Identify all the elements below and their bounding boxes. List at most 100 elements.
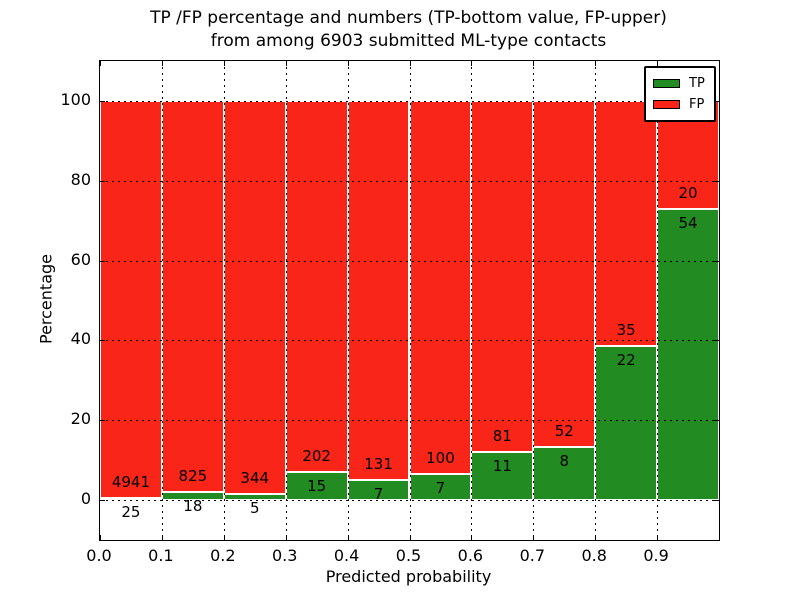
x-tick-label: 0.1 xyxy=(148,546,174,565)
legend-label: FP xyxy=(689,97,705,112)
v-gridline xyxy=(285,61,287,540)
legend-label: TP xyxy=(689,76,705,91)
x-tick-label: 0.7 xyxy=(519,546,546,565)
tp-count-label: 11 xyxy=(492,457,512,476)
x-tick-mark xyxy=(533,535,535,540)
fp-bar-segment xyxy=(223,100,286,495)
fp-count-label: 100 xyxy=(426,448,455,467)
x-tick-label: 0.9 xyxy=(643,546,669,565)
v-gridline xyxy=(595,61,597,540)
y-tick-mark xyxy=(100,180,105,182)
x-tick-mark-top xyxy=(161,61,163,66)
x-tick-mark xyxy=(347,535,349,540)
fp-count-label: 81 xyxy=(492,427,512,446)
y-tick-mark xyxy=(100,340,105,342)
fp-bar-segment xyxy=(161,100,224,492)
y-tick-mark xyxy=(100,420,105,422)
x-tick-label: 0.3 xyxy=(271,546,298,565)
fp-legend-patch xyxy=(653,100,680,109)
y-tick-label: 60 xyxy=(70,249,91,269)
fp-bar-segment xyxy=(285,100,348,473)
tp-legend-patch xyxy=(653,79,680,88)
tp-bar-segment xyxy=(409,473,472,501)
v-gridline xyxy=(347,61,349,540)
tp-count-label: 54 xyxy=(678,213,698,232)
chart-title-line2: from among 6903 submitted ML-type contac… xyxy=(210,31,607,51)
y-tick-label: 40 xyxy=(70,329,91,349)
x-tick-label: 0.6 xyxy=(457,546,484,565)
tp-count-label: 18 xyxy=(183,496,203,515)
x-tick-mark xyxy=(100,535,101,540)
x-tick-mark-top xyxy=(285,61,287,66)
fp-count-label: 20 xyxy=(678,183,698,202)
y-tick-mark-right xyxy=(714,340,719,342)
chart-title: TP /FP percentage and numbers (TP-bottom… xyxy=(99,7,718,53)
v-gridline xyxy=(223,61,225,540)
fp-count-label: 52 xyxy=(554,421,574,440)
y-tick-label: 80 xyxy=(70,169,91,189)
y-tick-label: 100 xyxy=(60,89,91,109)
fp-count-label: 35 xyxy=(616,321,636,340)
v-gridline xyxy=(657,61,659,540)
y-tick-mark-right xyxy=(714,420,719,422)
plot-area: 4941 25 825 18 344 5 202 15 131 7 100 7 81 11 52 8 35 22 2… xyxy=(99,60,720,541)
fp-count-label: 131 xyxy=(364,454,393,473)
fp-bar-segment xyxy=(595,100,658,346)
y-tick-mark-right xyxy=(714,260,719,262)
tp-count-label: 25 xyxy=(121,503,141,522)
x-tick-mark xyxy=(471,535,473,540)
v-gridline xyxy=(471,61,473,540)
x-tick-label: 0.5 xyxy=(395,546,422,565)
tp-count-label: 8 xyxy=(559,451,570,470)
tp-count-label: 7 xyxy=(435,478,446,497)
tp-bar-segment xyxy=(100,498,162,501)
tp-bar-segment xyxy=(595,346,658,501)
y-tick-mark-right xyxy=(714,500,719,502)
tp-count-label: 22 xyxy=(616,351,636,370)
y-tick-mark-right xyxy=(714,100,719,102)
x-tick-mark xyxy=(657,535,659,540)
x-tick-mark xyxy=(285,535,287,540)
fp-count-label: 4941 xyxy=(111,473,151,492)
x-tick-mark-top xyxy=(533,61,535,66)
chart-title-line1: TP /FP percentage and numbers (TP-bottom… xyxy=(150,8,667,28)
tp-bar-segment xyxy=(533,446,596,501)
y-tick-mark xyxy=(100,500,105,502)
x-tick-mark xyxy=(223,535,225,540)
y-axis-label: Percentage xyxy=(36,253,56,345)
fp-bar-segment xyxy=(533,100,596,447)
tp-bar-segment xyxy=(657,208,719,501)
x-tick-mark xyxy=(161,535,163,540)
v-gridline xyxy=(409,61,411,540)
x-tick-mark-top xyxy=(657,61,659,66)
tp-count-label: 15 xyxy=(307,477,327,496)
x-tick-mark-top xyxy=(347,61,349,66)
fp-count-label: 344 xyxy=(240,469,270,488)
tp-count-label: 5 xyxy=(249,499,260,518)
x-tick-mark-top xyxy=(409,61,411,66)
legend-item-tp: TP xyxy=(653,73,705,94)
x-tick-mark xyxy=(409,535,411,540)
y-tick-label: 0 xyxy=(80,489,91,509)
x-tick-label: 0.2 xyxy=(210,546,236,565)
x-tick-label: 0.8 xyxy=(581,546,607,565)
x-tick-mark-top xyxy=(471,61,473,66)
fp-count-label: 825 xyxy=(178,466,208,485)
y-tick-label: 20 xyxy=(70,409,91,429)
y-tick-mark xyxy=(100,260,105,262)
fp-count-label: 202 xyxy=(302,447,331,466)
fp-bar-segment xyxy=(471,100,534,453)
x-tick-label: 0.4 xyxy=(333,546,360,565)
x-tick-mark-top xyxy=(223,61,225,66)
v-gridline xyxy=(533,61,535,540)
fp-bar-segment xyxy=(347,100,410,480)
y-tick-mark xyxy=(100,100,105,102)
x-tick-mark xyxy=(595,535,597,540)
x-tick-label: 0.0 xyxy=(86,546,112,565)
v-gridline xyxy=(161,61,163,540)
y-tick-mark-right xyxy=(714,180,719,182)
x-tick-mark-top xyxy=(100,61,101,66)
legend: TP FP xyxy=(644,66,716,122)
tp-count-label: 7 xyxy=(373,484,384,503)
